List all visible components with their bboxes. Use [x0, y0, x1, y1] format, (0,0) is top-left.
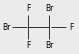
Text: Br: Br — [45, 4, 53, 13]
Text: F: F — [69, 23, 73, 31]
Text: Br: Br — [45, 41, 53, 50]
Text: Br: Br — [2, 23, 11, 31]
Text: F: F — [26, 4, 31, 13]
Text: F: F — [26, 41, 31, 50]
